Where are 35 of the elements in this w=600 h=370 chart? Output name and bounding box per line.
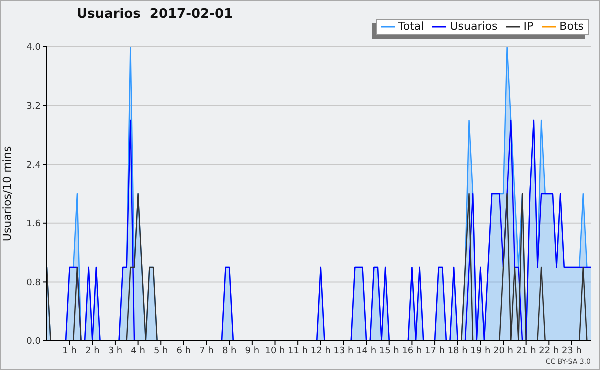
x-tick-label: 7 h xyxy=(200,346,214,356)
chart-title: Usuarios 2017-02-01 xyxy=(77,7,234,22)
x-tick-label: 5 h xyxy=(154,346,168,356)
y-tick-label: 1.6 xyxy=(26,220,42,230)
y-tick-label: 3.2 xyxy=(26,102,41,112)
x-tick-label: 4 h xyxy=(131,346,146,356)
x-tick-label: 17 h xyxy=(425,346,446,356)
x-tick-label: 13 h xyxy=(334,346,354,356)
x-tick-label: 9 h xyxy=(245,346,260,356)
x-tick-label: 22 h xyxy=(539,346,560,356)
x-tick-label: 16 h xyxy=(402,346,422,356)
legend-label: Bots xyxy=(560,20,584,34)
x-tick-label: 10 h xyxy=(265,346,286,356)
x-tick-label: 6 h xyxy=(176,346,192,356)
x-tick-label: 18 h xyxy=(448,346,468,356)
x-tick-label: 11 h xyxy=(288,346,308,356)
x-tick-label: 21 h xyxy=(516,346,536,356)
x-tick-label: 12 h xyxy=(310,346,331,356)
legend-label: Total xyxy=(398,20,424,34)
x-tick-label: 20 h xyxy=(493,346,514,356)
x-tick-label: 19 h xyxy=(470,346,491,356)
y-tick-label: 0.0 xyxy=(26,337,42,348)
x-tick-label: 23 h xyxy=(562,346,582,356)
legend-label: IP xyxy=(524,20,534,34)
y-tick-label: 4.0 xyxy=(26,43,42,54)
x-tick-label: 15 h xyxy=(379,346,400,356)
legend-label: Usuarios xyxy=(450,20,498,34)
y-tick-label: 2.4 xyxy=(26,160,42,171)
x-tick-label: 14 h xyxy=(356,346,377,356)
x-tick-label: 1 h xyxy=(62,346,77,356)
x-tick-label: 3 h xyxy=(108,346,123,356)
x-tick-label: 8 h xyxy=(222,346,237,356)
x-tick-label: 2 h xyxy=(86,346,100,356)
y-axis-title: Usuarios/10 mins xyxy=(0,146,14,242)
y-tick-label: 0.8 xyxy=(26,278,42,288)
